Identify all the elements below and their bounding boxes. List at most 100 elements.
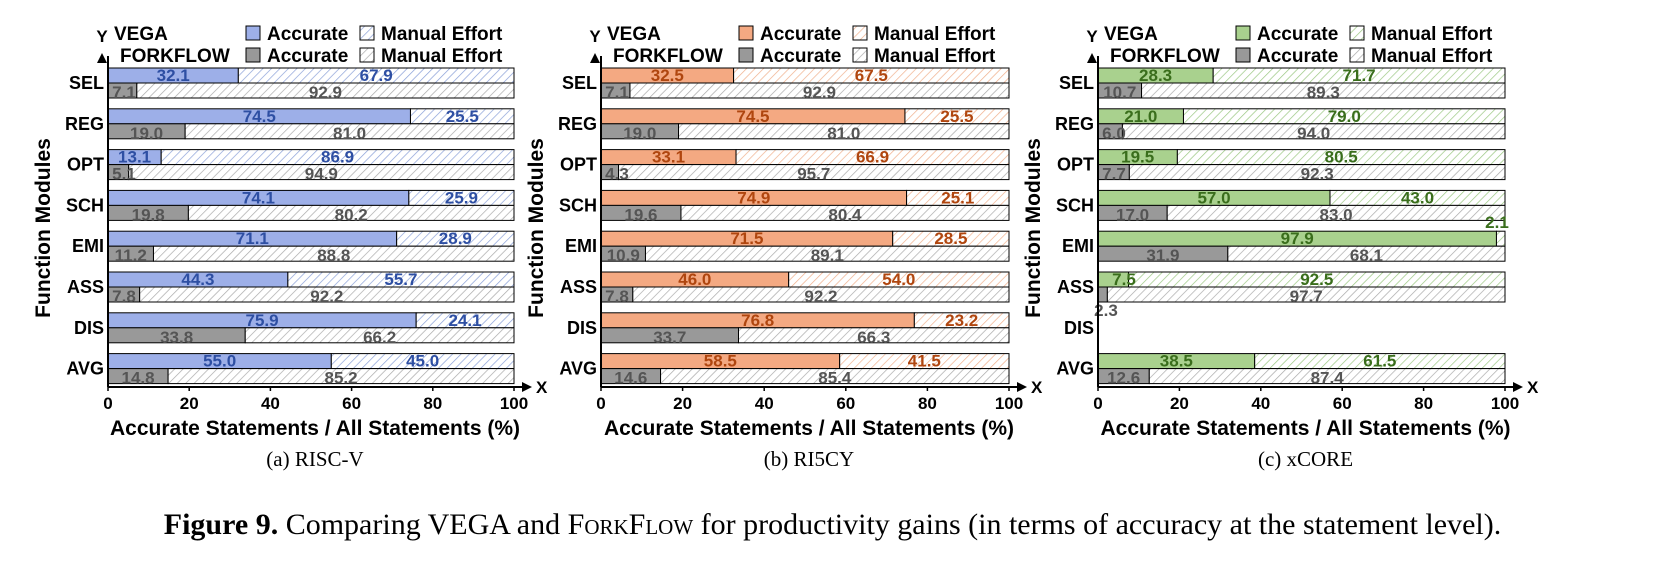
legend-label-vega-manual: Manual Effort [381, 24, 503, 45]
y-axis-letter: Y [589, 27, 601, 46]
bar-row-opt: OPT 33.1 66.9 4.3 95.7 [560, 148, 1010, 184]
data-label-forkflow-accurate: 11.2 [115, 246, 147, 265]
legend-label-forkflow-manual: Manual Effort [874, 46, 996, 67]
category-label: SCH [559, 195, 597, 215]
data-label-vega-manual: 79.0 [1328, 107, 1361, 126]
data-label-vega-manual: 67.9 [360, 66, 393, 85]
data-label-forkflow-accurate: 7.1 [112, 83, 136, 102]
legend-swatch-forkflow-manual [359, 47, 375, 63]
bar-row-sch: SCH 74.9 25.1 19.6 80.4 [559, 188, 1010, 224]
data-label-forkflow-manual: 89.1 [811, 246, 844, 265]
bar-row-avg: AVG 58.5 41.5 14.6 85.4 [559, 352, 1010, 388]
x-tick-label: 20 [673, 394, 692, 413]
data-label-forkflow-accurate: 33.7 [653, 328, 686, 347]
data-label-vega-accurate: 74.5 [243, 107, 276, 126]
data-label-forkflow-accurate: 33.8 [160, 328, 193, 347]
bar-forkflow-manual [680, 204, 1010, 221]
data-label-forkflow-manual: 95.7 [797, 165, 830, 184]
y-axis-title: Function Modules [1022, 138, 1045, 318]
data-label-forkflow-manual: 66.3 [857, 328, 890, 347]
legend-tool-vega: VEGA [114, 24, 168, 45]
bar-forkflow-manual [1166, 204, 1506, 221]
data-label-forkflow-manual: 92.2 [310, 287, 343, 306]
data-label-forkflow-manual: 81.0 [827, 124, 860, 143]
figure-caption: Figure 9. Comparing VEGA and ForkFlow fo… [0, 508, 1665, 542]
x-axis-letter: X [536, 378, 548, 397]
data-label-vega-manual: 25.5 [940, 107, 973, 126]
data-label-forkflow-accurate: 7.8 [605, 287, 629, 306]
bar-forkflow-manual [678, 123, 1010, 140]
bar-row-sel: SEL 32.1 67.9 7.1 92.9 [69, 66, 515, 102]
data-label-vega-manual: 54.0 [882, 270, 915, 289]
subcaption: (a) RISC-V [266, 447, 363, 471]
x-tick-label: 80 [423, 394, 442, 413]
data-label-vega-accurate: 32.1 [157, 66, 190, 85]
legend-swatch-vega-manual [1349, 25, 1365, 41]
y-axis-title: Function Modules [525, 138, 548, 318]
data-label-vega-manual: 80.5 [1325, 148, 1358, 167]
bar-row-avg: AVG 55.0 45.0 14.8 85.2 [66, 352, 515, 388]
bar-forkflow-manual [184, 123, 515, 140]
x-axis-title: Accurate Statements / All Statements (%) [110, 417, 520, 440]
data-label-forkflow-accurate: 10.7 [1103, 83, 1136, 102]
data-label-vega-accurate: 55.0 [203, 352, 236, 371]
bar-row-reg: REG 21.0 79.0 6.0 94.0 [1055, 107, 1506, 143]
x-tick-label: 80 [1414, 394, 1433, 413]
data-label-vega-accurate: 74.9 [737, 188, 770, 207]
y-axis-arrow-head [97, 53, 107, 63]
y-axis-letter: Y [96, 27, 108, 46]
data-label-vega-manual: 86.9 [321, 148, 354, 167]
data-label-vega-accurate: 19.5 [1121, 148, 1154, 167]
bar-forkflow-manual [1141, 82, 1506, 99]
legend-label-vega-accurate: Accurate [760, 24, 841, 45]
category-label: AVG [1056, 359, 1094, 379]
category-label: SEL [1059, 73, 1094, 93]
data-label-vega-accurate: 46.0 [678, 270, 711, 289]
bar-forkflow-manual [618, 164, 1010, 181]
data-label-forkflow-manual: 94.9 [305, 165, 338, 184]
data-label-vega-accurate: 44.3 [181, 270, 214, 289]
data-label-vega-manual: 28.9 [439, 229, 472, 248]
bar-forkflow-manual [1227, 245, 1506, 262]
data-label-forkflow-accurate: 2.3 [1094, 301, 1118, 320]
bar-row-opt: OPT 19.5 80.5 7.7 92.3 [1057, 148, 1506, 184]
data-label-vega-accurate: 75.9 [246, 311, 279, 330]
data-label-vega-accurate: 21.0 [1124, 107, 1157, 126]
bar-row-emi: EMI 71.1 28.9 11.2 88.8 [72, 229, 515, 265]
legend-swatch-vega-manual [359, 25, 375, 41]
x-tick-label: 60 [1333, 394, 1352, 413]
data-label-vega-accurate: 38.5 [1160, 352, 1193, 371]
data-label-vega-accurate: 71.1 [236, 229, 269, 248]
x-tick-label: 60 [342, 394, 361, 413]
data-label-forkflow-accurate: 19.0 [623, 124, 656, 143]
axes: X 0 20 40 60 80 100 Accurate Statements / All S… [525, 56, 1043, 471]
category-label: SEL [562, 73, 597, 93]
data-label-forkflow-manual: 66.2 [363, 328, 396, 347]
category-label: REG [1055, 114, 1094, 134]
bar-forkflow-manual [1106, 286, 1506, 303]
bar-row-dis: DIS [1064, 318, 1094, 338]
data-label-forkflow-manual: 94.0 [1297, 124, 1330, 143]
data-label-forkflow-manual: 87.4 [1311, 369, 1345, 388]
data-label-forkflow-manual: 83.0 [1320, 205, 1353, 224]
bar-forkflow-manual [1148, 368, 1506, 385]
data-label-vega-accurate: 32.5 [651, 66, 684, 85]
data-label-forkflow-accurate: 19.8 [132, 205, 165, 224]
category-label: DIS [567, 318, 597, 338]
category-label: EMI [565, 236, 597, 256]
data-label-vega-manual: 66.9 [856, 148, 889, 167]
data-label-forkflow-manual: 97.7 [1290, 287, 1323, 306]
bar-forkflow-manual [167, 368, 515, 385]
x-axis-letter: X [1031, 378, 1043, 397]
legend-swatch-forkflow-accurate [245, 47, 261, 63]
legend-label-forkflow-manual: Manual Effort [381, 46, 503, 67]
data-label-vega-accurate: 71.5 [730, 229, 763, 248]
category-label: ASS [67, 277, 104, 297]
bar-row-sel: SEL 32.5 67.5 7.1 92.9 [562, 66, 1010, 102]
category-label: ASS [1057, 277, 1094, 297]
data-label-vega-accurate: 13.1 [118, 148, 151, 167]
category-label: OPT [560, 155, 597, 175]
data-label-vega-manual: 24.1 [449, 311, 482, 330]
data-label-vega-manual: 55.7 [384, 270, 417, 289]
data-label-vega-accurate: 76.8 [741, 311, 774, 330]
